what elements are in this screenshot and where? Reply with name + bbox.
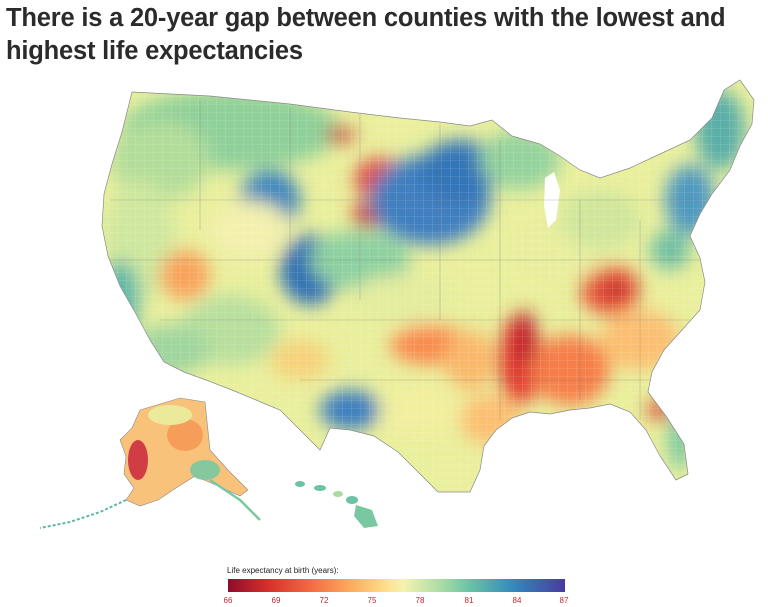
chart-title: There is a 20-year gap between counties …: [6, 4, 726, 65]
hawaii-inset: [295, 481, 378, 528]
alaska-inset: [39, 397, 261, 529]
